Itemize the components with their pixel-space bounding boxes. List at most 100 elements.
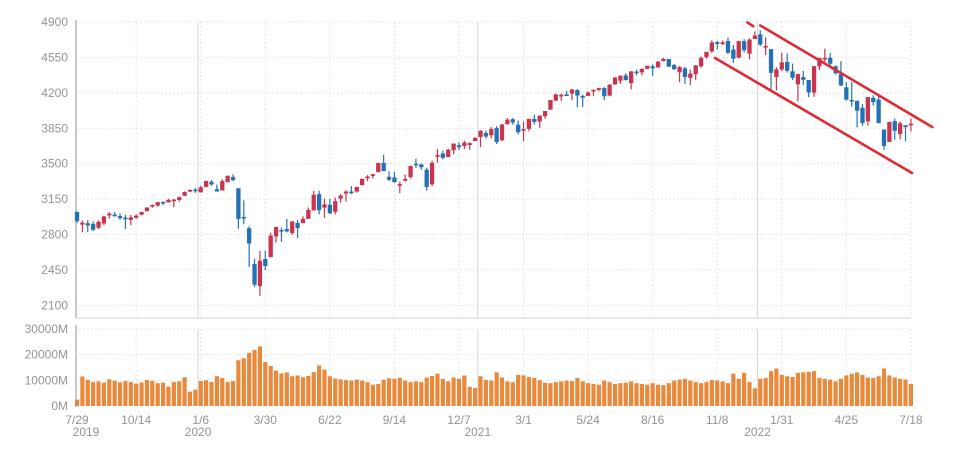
candle-week[interactable] xyxy=(790,63,795,80)
candle-week[interactable] xyxy=(532,114,537,125)
volume-bar[interactable] xyxy=(752,388,757,406)
candle-week[interactable] xyxy=(403,174,408,182)
volume-bar[interactable] xyxy=(107,379,112,406)
volume-bar[interactable] xyxy=(74,399,80,406)
candle-week[interactable] xyxy=(311,190,316,211)
candle-week[interactable] xyxy=(182,191,187,196)
candle-week[interactable] xyxy=(698,56,704,68)
candle-week[interactable] xyxy=(801,70,806,85)
volume-bar[interactable] xyxy=(720,381,725,406)
candle-week[interactable] xyxy=(897,121,903,140)
candle-week[interactable] xyxy=(559,93,564,102)
volume-bar[interactable] xyxy=(349,380,354,406)
volume-bar[interactable] xyxy=(279,373,284,406)
candle-week[interactable] xyxy=(150,204,155,208)
candle-week[interactable] xyxy=(107,212,112,219)
volume-bar[interactable] xyxy=(833,381,838,406)
candle-week[interactable] xyxy=(236,187,241,229)
candle-week[interactable] xyxy=(607,84,612,97)
volume-bar[interactable] xyxy=(483,380,488,406)
volume-bar[interactable] xyxy=(768,371,774,406)
volume-bar[interactable] xyxy=(580,381,585,406)
candle-week[interactable] xyxy=(494,126,499,145)
volume-bar[interactable] xyxy=(704,382,709,406)
volume-bar[interactable] xyxy=(623,382,628,406)
candle-week[interactable] xyxy=(273,226,279,243)
volume-bar[interactable] xyxy=(311,372,316,406)
candle-week[interactable] xyxy=(725,37,731,54)
volume-bar[interactable] xyxy=(602,380,607,406)
volume-bar[interactable] xyxy=(650,383,655,406)
volume-bar[interactable] xyxy=(505,381,510,406)
volume-bar[interactable] xyxy=(268,365,273,406)
volume-bar[interactable] xyxy=(247,352,252,406)
candle-week[interactable] xyxy=(462,140,467,150)
volume-bar[interactable] xyxy=(225,382,230,406)
volume-bar[interactable] xyxy=(709,380,714,406)
candle-week[interactable] xyxy=(370,173,376,179)
volume-bar[interactable] xyxy=(763,378,768,406)
candle-week[interactable] xyxy=(359,178,365,186)
volume-bar[interactable] xyxy=(618,383,623,406)
volume-bar[interactable] xyxy=(306,375,311,406)
candle-week[interactable] xyxy=(892,118,897,140)
volume-bar[interactable] xyxy=(742,372,747,406)
volume-bar[interactable] xyxy=(849,373,854,406)
candle-week[interactable] xyxy=(763,37,768,56)
candle-week[interactable] xyxy=(908,118,914,132)
candle-week[interactable] xyxy=(203,180,209,188)
volume-bar[interactable] xyxy=(198,381,203,406)
candle-week[interactable] xyxy=(300,216,306,224)
candle-week[interactable] xyxy=(193,188,198,193)
candle-week[interactable] xyxy=(887,121,892,142)
candle-week[interactable] xyxy=(618,75,623,84)
candle-week[interactable] xyxy=(548,99,553,110)
volume-bar[interactable] xyxy=(91,382,96,406)
candle-week[interactable] xyxy=(101,215,107,226)
volume-bar[interactable] xyxy=(85,379,90,406)
candle-week[interactable] xyxy=(811,66,817,97)
candle-week[interactable] xyxy=(128,215,133,226)
volume-bar[interactable] xyxy=(806,371,811,406)
volume-bar[interactable] xyxy=(160,382,166,406)
candle-week[interactable] xyxy=(155,202,160,207)
candle-week[interactable] xyxy=(774,67,779,91)
candle-week[interactable] xyxy=(693,65,698,80)
candle-week[interactable] xyxy=(575,89,580,108)
candle-week[interactable] xyxy=(715,40,720,50)
candle-week[interactable] xyxy=(677,66,682,83)
volume-bar[interactable] xyxy=(871,378,876,406)
candle-week[interactable] xyxy=(85,220,90,232)
candle-week[interactable] xyxy=(386,171,392,182)
volume-bar[interactable] xyxy=(370,384,375,406)
candle-week[interactable] xyxy=(349,186,354,195)
volume-bar[interactable] xyxy=(634,383,639,406)
candle-week[interactable] xyxy=(499,123,505,141)
candle-week[interactable] xyxy=(634,69,639,76)
candle-week[interactable] xyxy=(160,201,166,206)
volume-bar[interactable] xyxy=(499,377,505,406)
volume-bar[interactable] xyxy=(838,378,844,406)
volume-bar[interactable] xyxy=(451,377,456,406)
candle-week[interactable] xyxy=(284,218,289,233)
candle-week[interactable] xyxy=(585,91,591,96)
candle-week[interactable] xyxy=(290,221,295,235)
candle-week[interactable] xyxy=(90,221,96,232)
volume-bar[interactable] xyxy=(564,380,569,406)
volume-bar[interactable] xyxy=(241,358,246,406)
candle-week[interactable] xyxy=(220,179,225,191)
volume-bar[interactable] xyxy=(338,379,343,406)
candle-week[interactable] xyxy=(903,125,908,142)
candle-week[interactable] xyxy=(731,45,736,63)
candle-week[interactable] xyxy=(429,160,435,186)
volume-bar[interactable] xyxy=(322,369,327,406)
candle-week[interactable] xyxy=(483,130,489,139)
candle-week[interactable] xyxy=(338,194,343,203)
volume-bar[interactable] xyxy=(257,346,263,406)
volume-bar[interactable] xyxy=(473,388,478,406)
volume-bar[interactable] xyxy=(214,376,219,406)
volume-bar[interactable] xyxy=(865,377,870,406)
candle-week[interactable] xyxy=(392,171,397,183)
candle-week[interactable] xyxy=(241,200,246,225)
candle-week[interactable] xyxy=(871,95,876,106)
